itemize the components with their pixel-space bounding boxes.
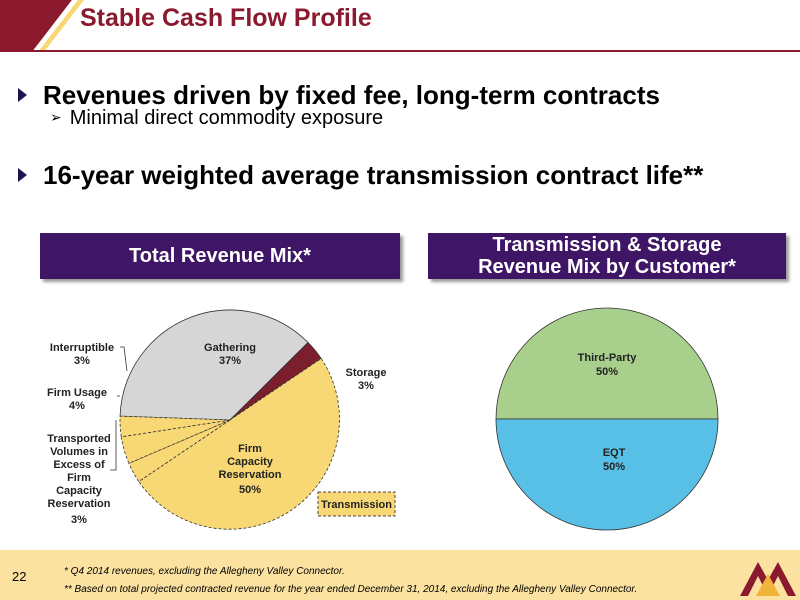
bullet-arrow-icon xyxy=(18,88,27,103)
page-number: 22 xyxy=(12,569,27,584)
footer-bar xyxy=(0,550,800,600)
pie-slice-storage xyxy=(229,341,322,421)
bullet-text: 16-year weighted average transmission co… xyxy=(43,160,704,190)
pie-slice-gathering xyxy=(119,309,309,421)
slide-title: Stable Cash Flow Profile xyxy=(80,4,372,32)
banner-title-line1: Transmission & Storage xyxy=(492,234,722,256)
pie-slice-firm-capacity-reservation xyxy=(138,357,340,530)
pie2-third-party-label: Third-Party xyxy=(578,352,638,364)
sub-bullet-arrow-icon: ➢ xyxy=(50,109,62,125)
pie-slice-interruptible xyxy=(119,415,231,438)
pie1-excess-value: 3% xyxy=(71,514,87,526)
pie2-third-party-value: 50% xyxy=(596,366,618,378)
bullet-contract-life: 16-year weighted average transmission co… xyxy=(18,160,703,191)
pie1-firm-usage-value: 4% xyxy=(69,400,85,412)
total-revenue-pie xyxy=(119,309,340,530)
pie1-storage-label: Storage xyxy=(346,367,387,379)
pie1-excess-label: Transported Volumes in Excess of Firm Capaci… xyxy=(47,433,111,510)
pie1-storage-value: 3% xyxy=(358,380,374,392)
bullet-text: Revenues driven by fixed fee, long-term … xyxy=(43,80,660,110)
pie1-interruptible-label: Interruptible xyxy=(50,342,114,354)
total-revenue-mix-banner: Total Revenue Mix* xyxy=(40,233,400,279)
pie2-eqt-value: 50% xyxy=(603,461,625,473)
footnote-2: ** Based on total projected contracted r… xyxy=(64,584,638,595)
sub-bullet-text: Minimal direct commodity exposure xyxy=(69,107,384,129)
bullet-arrow-icon xyxy=(18,168,27,183)
pie1-firm-usage-label: Firm Usage xyxy=(47,387,107,399)
pie1-interruptible-value: 3% xyxy=(74,355,90,367)
pie1-firm-capacity-label: Firm Capacity Reservation xyxy=(219,443,282,481)
pie-slice-eqt xyxy=(495,418,719,531)
bullet-fixed-fee: Revenues driven by fixed fee, long-term … xyxy=(18,80,660,111)
pie1-gathering-label: Gathering xyxy=(204,342,256,354)
pie-slice-third-party xyxy=(495,307,719,420)
banner-title: Total Revenue Mix* xyxy=(129,245,311,267)
footnote-1: * Q4 2014 revenues, excluding the Allegh… xyxy=(64,566,345,577)
pie1-gathering-value: 37% xyxy=(219,355,241,367)
company-logo-icon xyxy=(740,562,796,596)
pie1-firm-capacity-value: 50% xyxy=(239,484,261,496)
transmission-storage-banner: Transmission & Storage Revenue Mix by Cu… xyxy=(428,233,786,279)
pie1-leader-lines xyxy=(110,346,128,471)
customer-mix-pie xyxy=(495,307,719,531)
banner-title-line2: Revenue Mix by Customer* xyxy=(478,256,736,278)
slide-header: Stable Cash Flow Profile xyxy=(0,0,800,52)
header-graphic xyxy=(0,0,800,52)
pie-slice-transported-volumes-in-excess-of-firm-capacity-reservation xyxy=(128,419,231,483)
transmission-legend-label: Transmission xyxy=(321,499,392,511)
pie2-eqt-label: EQT xyxy=(603,447,626,459)
transmission-legend-box xyxy=(317,491,396,517)
sub-bullet-commodity: ➢ Minimal direct commodity exposure xyxy=(50,107,383,130)
